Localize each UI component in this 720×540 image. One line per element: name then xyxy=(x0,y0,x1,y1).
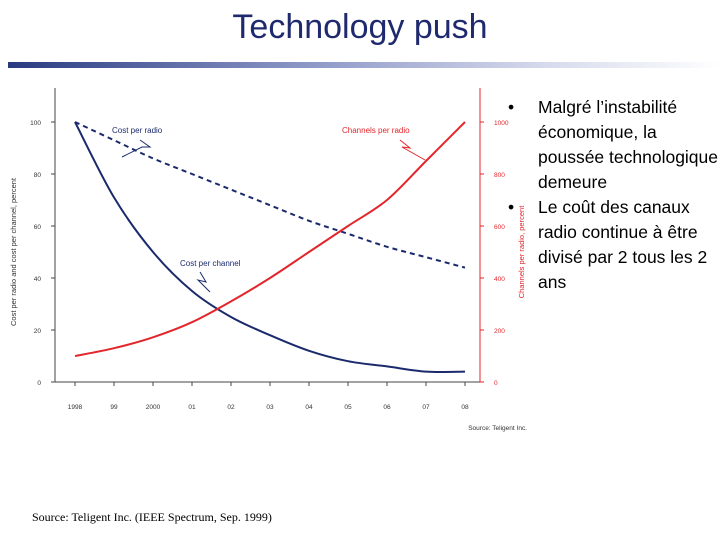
leader-cost-per-radio xyxy=(121,139,152,158)
label-cost-per-channel: Cost per channel xyxy=(180,259,241,268)
bullet-text: Le coût des canaux radio continue à être… xyxy=(538,197,708,292)
x-tick-label: 05 xyxy=(344,404,352,411)
left-axis-title: Cost per radio and cost per channel, per… xyxy=(9,177,18,326)
right-tick-label: 800 xyxy=(494,172,505,179)
bullet-dot-icon: • xyxy=(508,197,515,217)
x-tick-label: 99 xyxy=(110,404,118,411)
chart-lines xyxy=(74,121,466,373)
x-tick-label: 08 xyxy=(461,404,469,411)
leader-channels-per-radio xyxy=(399,139,426,161)
right-tick-label: 0 xyxy=(494,380,498,387)
chart-labels: Cost per radio Cost per channel Channels p… xyxy=(112,126,426,293)
x-tick-label: 1998 xyxy=(68,404,83,411)
right-tick-label: 200 xyxy=(494,328,505,335)
left-tick-label: 20 xyxy=(34,328,42,335)
x-tick-label: 06 xyxy=(383,404,391,411)
left-tick-label: 0 xyxy=(37,380,41,387)
left-tick-label: 60 xyxy=(34,224,42,231)
x-tick-label: 01 xyxy=(188,404,196,411)
chart-source-note: Source: Teligent Inc. xyxy=(468,425,527,432)
cost-per-radio-series-line xyxy=(74,121,466,269)
right-tick-label: 1000 xyxy=(494,120,509,127)
x-tick-label: 02 xyxy=(227,404,235,411)
x-tick-label: 07 xyxy=(422,404,430,411)
right-tick-label: 400 xyxy=(494,276,505,283)
title-divider xyxy=(8,62,720,68)
right-tick-label: 600 xyxy=(494,224,505,231)
right-axis-title: Channels per radio, percent xyxy=(517,205,526,298)
left-tick-label: 40 xyxy=(34,276,42,283)
x-tick-label: 03 xyxy=(266,404,274,411)
label-channels-per-radio: Channels per radio xyxy=(342,126,410,135)
leader-cost-per-channel xyxy=(196,271,211,293)
bullet-dot-icon: • xyxy=(508,97,515,117)
bullet-item: • Malgré l’instabilité économique, la po… xyxy=(508,95,718,195)
bullet-list: • Malgré l’instabilité économique, la po… xyxy=(508,95,718,295)
x-tick-label: 04 xyxy=(305,404,313,411)
bullet-text: Malgré l’instabilité économique, la pous… xyxy=(538,97,719,192)
label-cost-per-radio: Cost per radio xyxy=(112,126,163,135)
channels-per-radio-series-line xyxy=(74,121,466,357)
bullet-item: • Le coût des canaux radio continue à êt… xyxy=(508,195,718,295)
cost-per-channel-series-line xyxy=(74,121,466,373)
left-tick-label: 100 xyxy=(30,120,41,127)
x-tick-label: 2000 xyxy=(146,404,161,411)
left-tick-label: 80 xyxy=(34,172,42,179)
slide-title: Technology push xyxy=(232,8,488,46)
footer-source: Source: Teligent Inc. (IEEE Spectrum, Se… xyxy=(32,510,272,524)
